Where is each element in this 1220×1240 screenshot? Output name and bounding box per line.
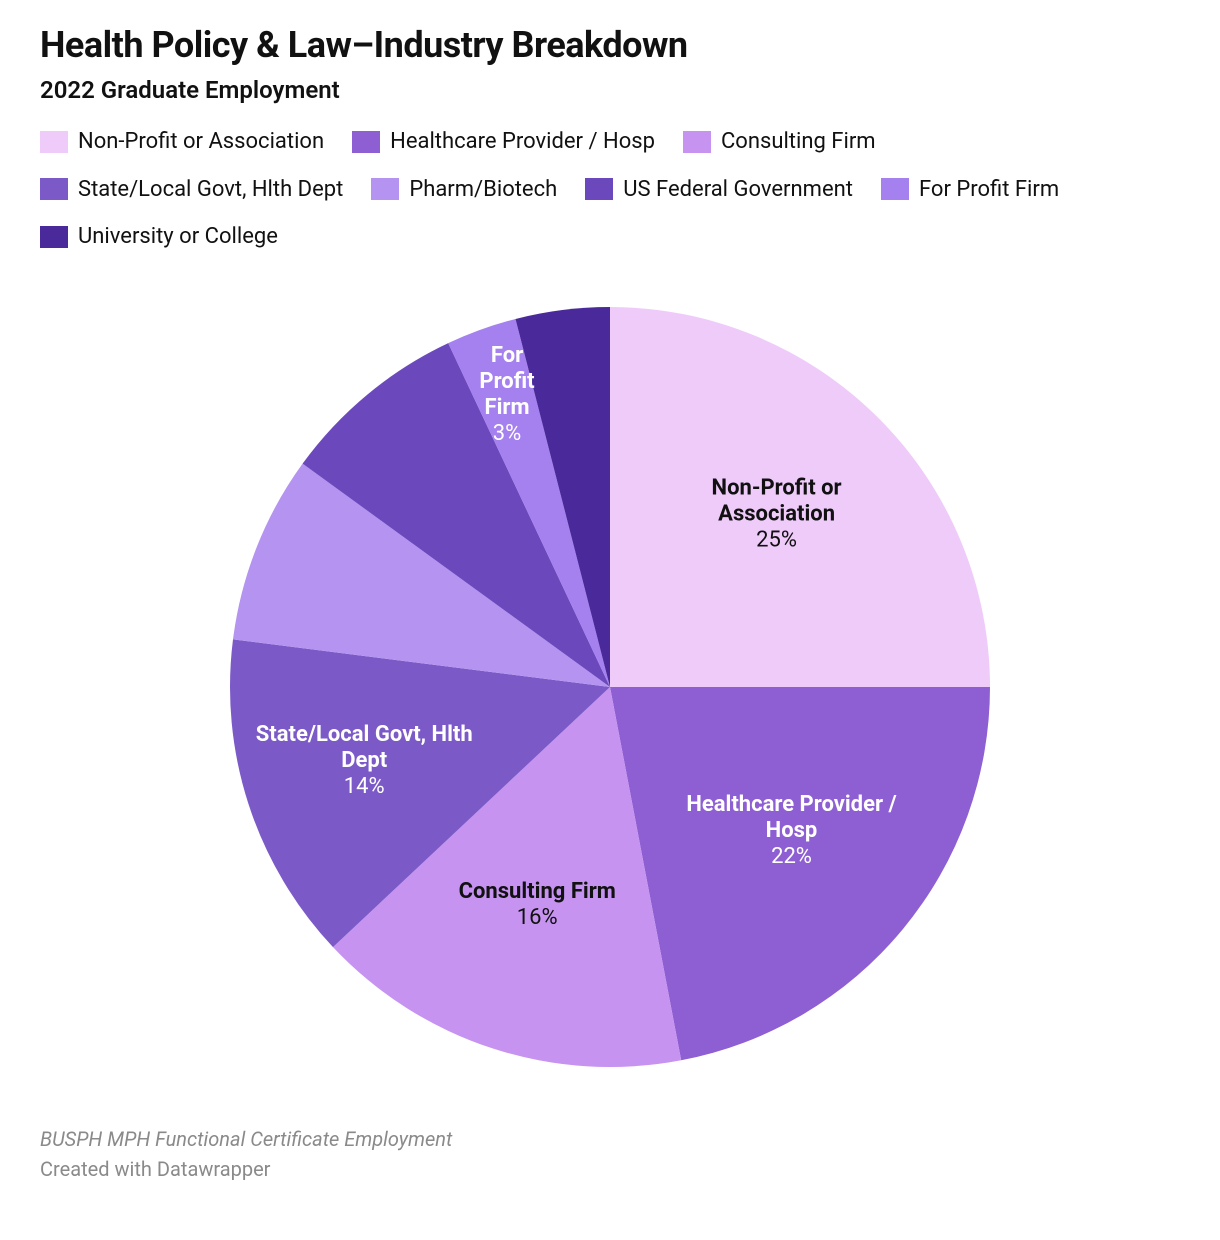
legend-label: For Profit Firm — [919, 170, 1059, 210]
legend-swatch — [585, 178, 613, 200]
footer-credit: Created with Datawrapper — [40, 1157, 1180, 1181]
legend-label: US Federal Government — [623, 170, 853, 210]
page-subtitle: 2022 Graduate Employment — [40, 76, 1180, 104]
pie-chart: Non-Profit orAssociation25%Healthcare Pr… — [200, 277, 1020, 1097]
legend-swatch — [352, 131, 380, 153]
legend-label: Consulting Firm — [721, 122, 876, 162]
legend-item: US Federal Government — [585, 170, 853, 210]
legend-item: Consulting Firm — [683, 122, 876, 162]
legend-swatch — [40, 178, 68, 200]
legend: Non-Profit or Association Healthcare Prov… — [40, 122, 1140, 257]
legend-label: Non-Profit or Association — [78, 122, 324, 162]
legend-swatch — [40, 226, 68, 248]
legend-swatch — [881, 178, 909, 200]
legend-label: Pharm/Biotech — [409, 170, 557, 210]
legend-swatch — [371, 178, 399, 200]
legend-item: Non-Profit or Association — [40, 122, 324, 162]
legend-item: Pharm/Biotech — [371, 170, 557, 210]
legend-item: For Profit Firm — [881, 170, 1059, 210]
pie-chart-area: Non-Profit orAssociation25%Healthcare Pr… — [40, 277, 1180, 1097]
legend-label: State/Local Govt, Hlth Dept — [78, 170, 343, 210]
chart-container: Health Policy & Law–Industry Breakdown 2… — [0, 0, 1220, 1211]
page-title: Health Policy & Law–Industry Breakdown — [40, 24, 1180, 66]
legend-swatch — [40, 131, 68, 153]
legend-item: State/Local Govt, Hlth Dept — [40, 170, 343, 210]
footer-note: BUSPH MPH Functional Certificate Employm… — [40, 1127, 1180, 1151]
legend-label: University or College — [78, 217, 278, 257]
legend-swatch — [683, 131, 711, 153]
legend-label: Healthcare Provider / Hosp — [390, 122, 655, 162]
legend-item: Healthcare Provider / Hosp — [352, 122, 655, 162]
legend-item: University or College — [40, 217, 278, 257]
